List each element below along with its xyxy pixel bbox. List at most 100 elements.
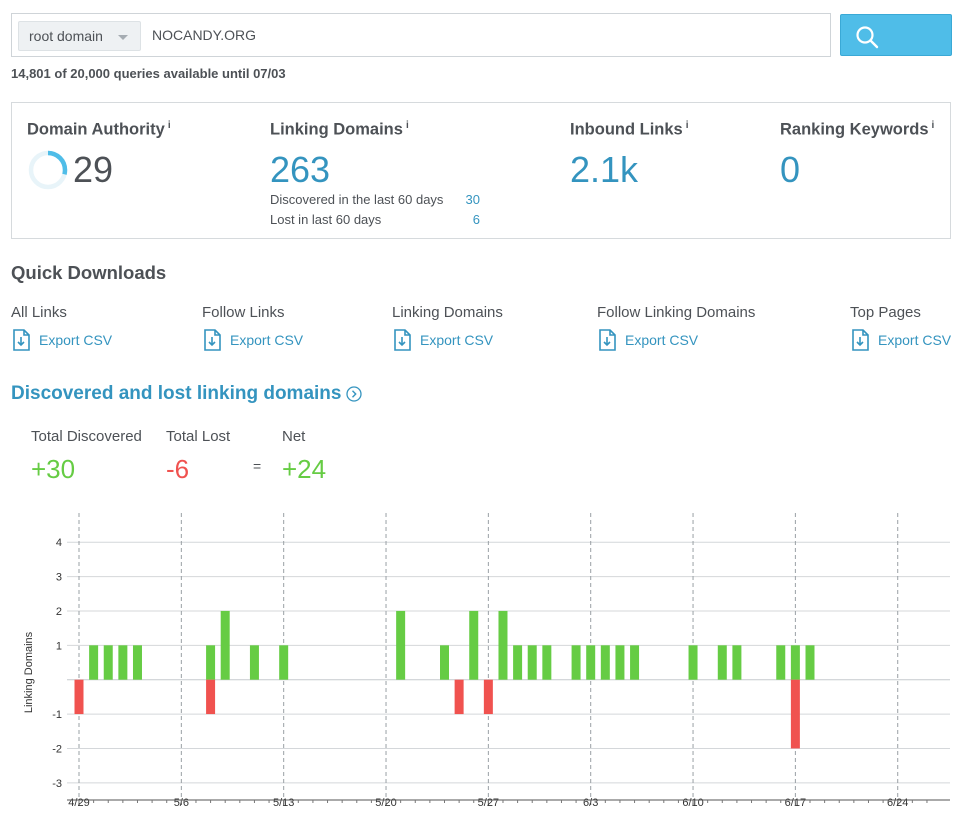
- domain-authority-gauge: [28, 150, 68, 190]
- bar-discovered: [586, 645, 596, 680]
- bar-discovered: [132, 645, 142, 680]
- net-label: Net: [282, 428, 306, 445]
- download-linking-domains: Linking Domains Export CSV: [392, 304, 503, 351]
- bar-discovered: [103, 645, 113, 680]
- bar-discovered: [732, 645, 742, 680]
- quick-downloads-title: Quick Downloads: [11, 262, 167, 283]
- linking-domains-label: Linking Domains: [270, 120, 403, 139]
- bar-discovered: [571, 645, 581, 680]
- bar-discovered: [89, 645, 99, 680]
- bar-discovered: [498, 610, 508, 680]
- bar-discovered: [790, 645, 800, 680]
- y-tick-label: -1: [52, 709, 62, 721]
- search-bar: root domain: [11, 13, 952, 57]
- domain-authority-title: Domain Authority i: [27, 120, 171, 140]
- domain-authority-value: 29: [73, 149, 114, 190]
- download-label: Follow Linking Domains: [597, 304, 756, 321]
- download-follow-links: Follow Links Export CSV: [202, 304, 303, 351]
- bar-discovered: [615, 645, 625, 680]
- download-label: Top Pages: [850, 304, 921, 321]
- y-tick-label: 4: [56, 537, 62, 549]
- ranking-keywords-title: Ranking Keywords i: [780, 120, 934, 140]
- search-button[interactable]: [840, 14, 952, 56]
- bar-discovered: [600, 645, 610, 680]
- inbound-links-value: 2.1k: [570, 149, 639, 190]
- scope-dropdown[interactable]: root domain: [18, 21, 141, 51]
- discovered-lost-title: Discovered and lost linking domains: [11, 383, 342, 404]
- bar-discovered: [249, 645, 259, 680]
- bar-discovered: [513, 645, 523, 680]
- linking-domains-title: Linking Domains i: [270, 120, 409, 140]
- scope-dropdown-label: root domain: [29, 28, 103, 44]
- search-input[interactable]: [152, 20, 812, 50]
- discovered-lost-title-link[interactable]: Discovered and lost linking domains: [11, 383, 363, 405]
- total-lost-value: -6: [166, 454, 190, 484]
- lost-60-value[interactable]: 6: [472, 212, 480, 227]
- y-tick-label: 1: [56, 640, 62, 652]
- info-icon[interactable]: i: [167, 120, 171, 131]
- download-file-icon: [394, 329, 411, 351]
- download-file-icon: [852, 329, 869, 351]
- bar-discovered: [279, 645, 289, 680]
- bar-discovered: [805, 645, 815, 680]
- info-icon[interactable]: i: [931, 120, 935, 131]
- caret-down-icon: [118, 35, 128, 40]
- download-file-icon: [204, 329, 221, 351]
- export-csv-label: Export CSV: [878, 332, 952, 348]
- download-file-icon: [13, 329, 30, 351]
- search-box: root domain: [11, 13, 831, 57]
- export-csv-label: Export CSV: [625, 332, 699, 348]
- download-all-links: All Links Export CSV: [11, 304, 112, 351]
- y-tick-label: 3: [56, 572, 62, 584]
- bar-discovered: [469, 610, 479, 680]
- y-axis-label: Linking Domains: [23, 631, 35, 713]
- bar-discovered: [776, 645, 786, 680]
- y-tick-label: -2: [52, 743, 62, 755]
- download-label: Follow Links: [202, 304, 285, 321]
- chevron-right-circle-icon: [346, 386, 363, 402]
- inbound-links-label: Inbound Links: [570, 120, 683, 139]
- y-tick-label: 2: [56, 606, 62, 618]
- domain-authority-label: Domain Authority: [27, 120, 165, 139]
- download-top-pages: Top Pages Export CSV: [850, 304, 951, 351]
- bar-discovered: [542, 645, 552, 680]
- bar-discovered: [630, 645, 640, 680]
- bar-lost: [206, 679, 216, 715]
- bar-discovered: [527, 645, 537, 680]
- bar-discovered: [688, 645, 698, 680]
- equals-sign: =: [253, 458, 262, 474]
- linking-domains-value: 263: [270, 149, 331, 190]
- export-csv-link[interactable]: Export CSV: [202, 329, 303, 351]
- total-discovered-value: +30: [31, 454, 76, 484]
- net-value: +24: [282, 454, 327, 484]
- search-icon: [856, 26, 879, 49]
- bar-discovered: [206, 645, 216, 680]
- download-file-icon: [599, 329, 616, 351]
- export-csv-link[interactable]: Export CSV: [392, 329, 503, 351]
- ranking-keywords-value: 0: [780, 149, 801, 190]
- lost-60-label: Lost in last 60 days: [270, 212, 382, 227]
- download-label: All Links: [11, 304, 67, 321]
- export-csv-label: Export CSV: [230, 332, 304, 348]
- total-discovered-label: Total Discovered: [31, 428, 142, 445]
- discovered-60-value[interactable]: 30: [465, 192, 480, 207]
- total-lost-label: Total Lost: [166, 428, 231, 445]
- export-csv-label: Export CSV: [39, 332, 113, 348]
- download-label: Linking Domains: [392, 304, 503, 321]
- bar-discovered: [717, 645, 727, 680]
- export-csv-link[interactable]: Export CSV: [850, 329, 951, 351]
- bar-discovered: [440, 645, 449, 680]
- discovered-60-label: Discovered in the last 60 days: [270, 192, 444, 207]
- quota-text: 14,801 of 20,000 queries available until…: [11, 66, 286, 81]
- ranking-keywords-label: Ranking Keywords: [780, 120, 929, 139]
- y-tick-label: -3: [52, 778, 62, 790]
- bar-discovered: [220, 610, 230, 680]
- export-csv-link[interactable]: Export CSV: [11, 329, 112, 351]
- info-icon[interactable]: i: [685, 120, 689, 131]
- info-icon[interactable]: i: [405, 120, 409, 131]
- export-csv-link[interactable]: Export CSV: [597, 329, 755, 351]
- metrics-panel: Domain Authority i 29 Linking Domains i 26…: [11, 102, 951, 239]
- bar-lost: [483, 679, 493, 715]
- bar-lost: [454, 679, 464, 715]
